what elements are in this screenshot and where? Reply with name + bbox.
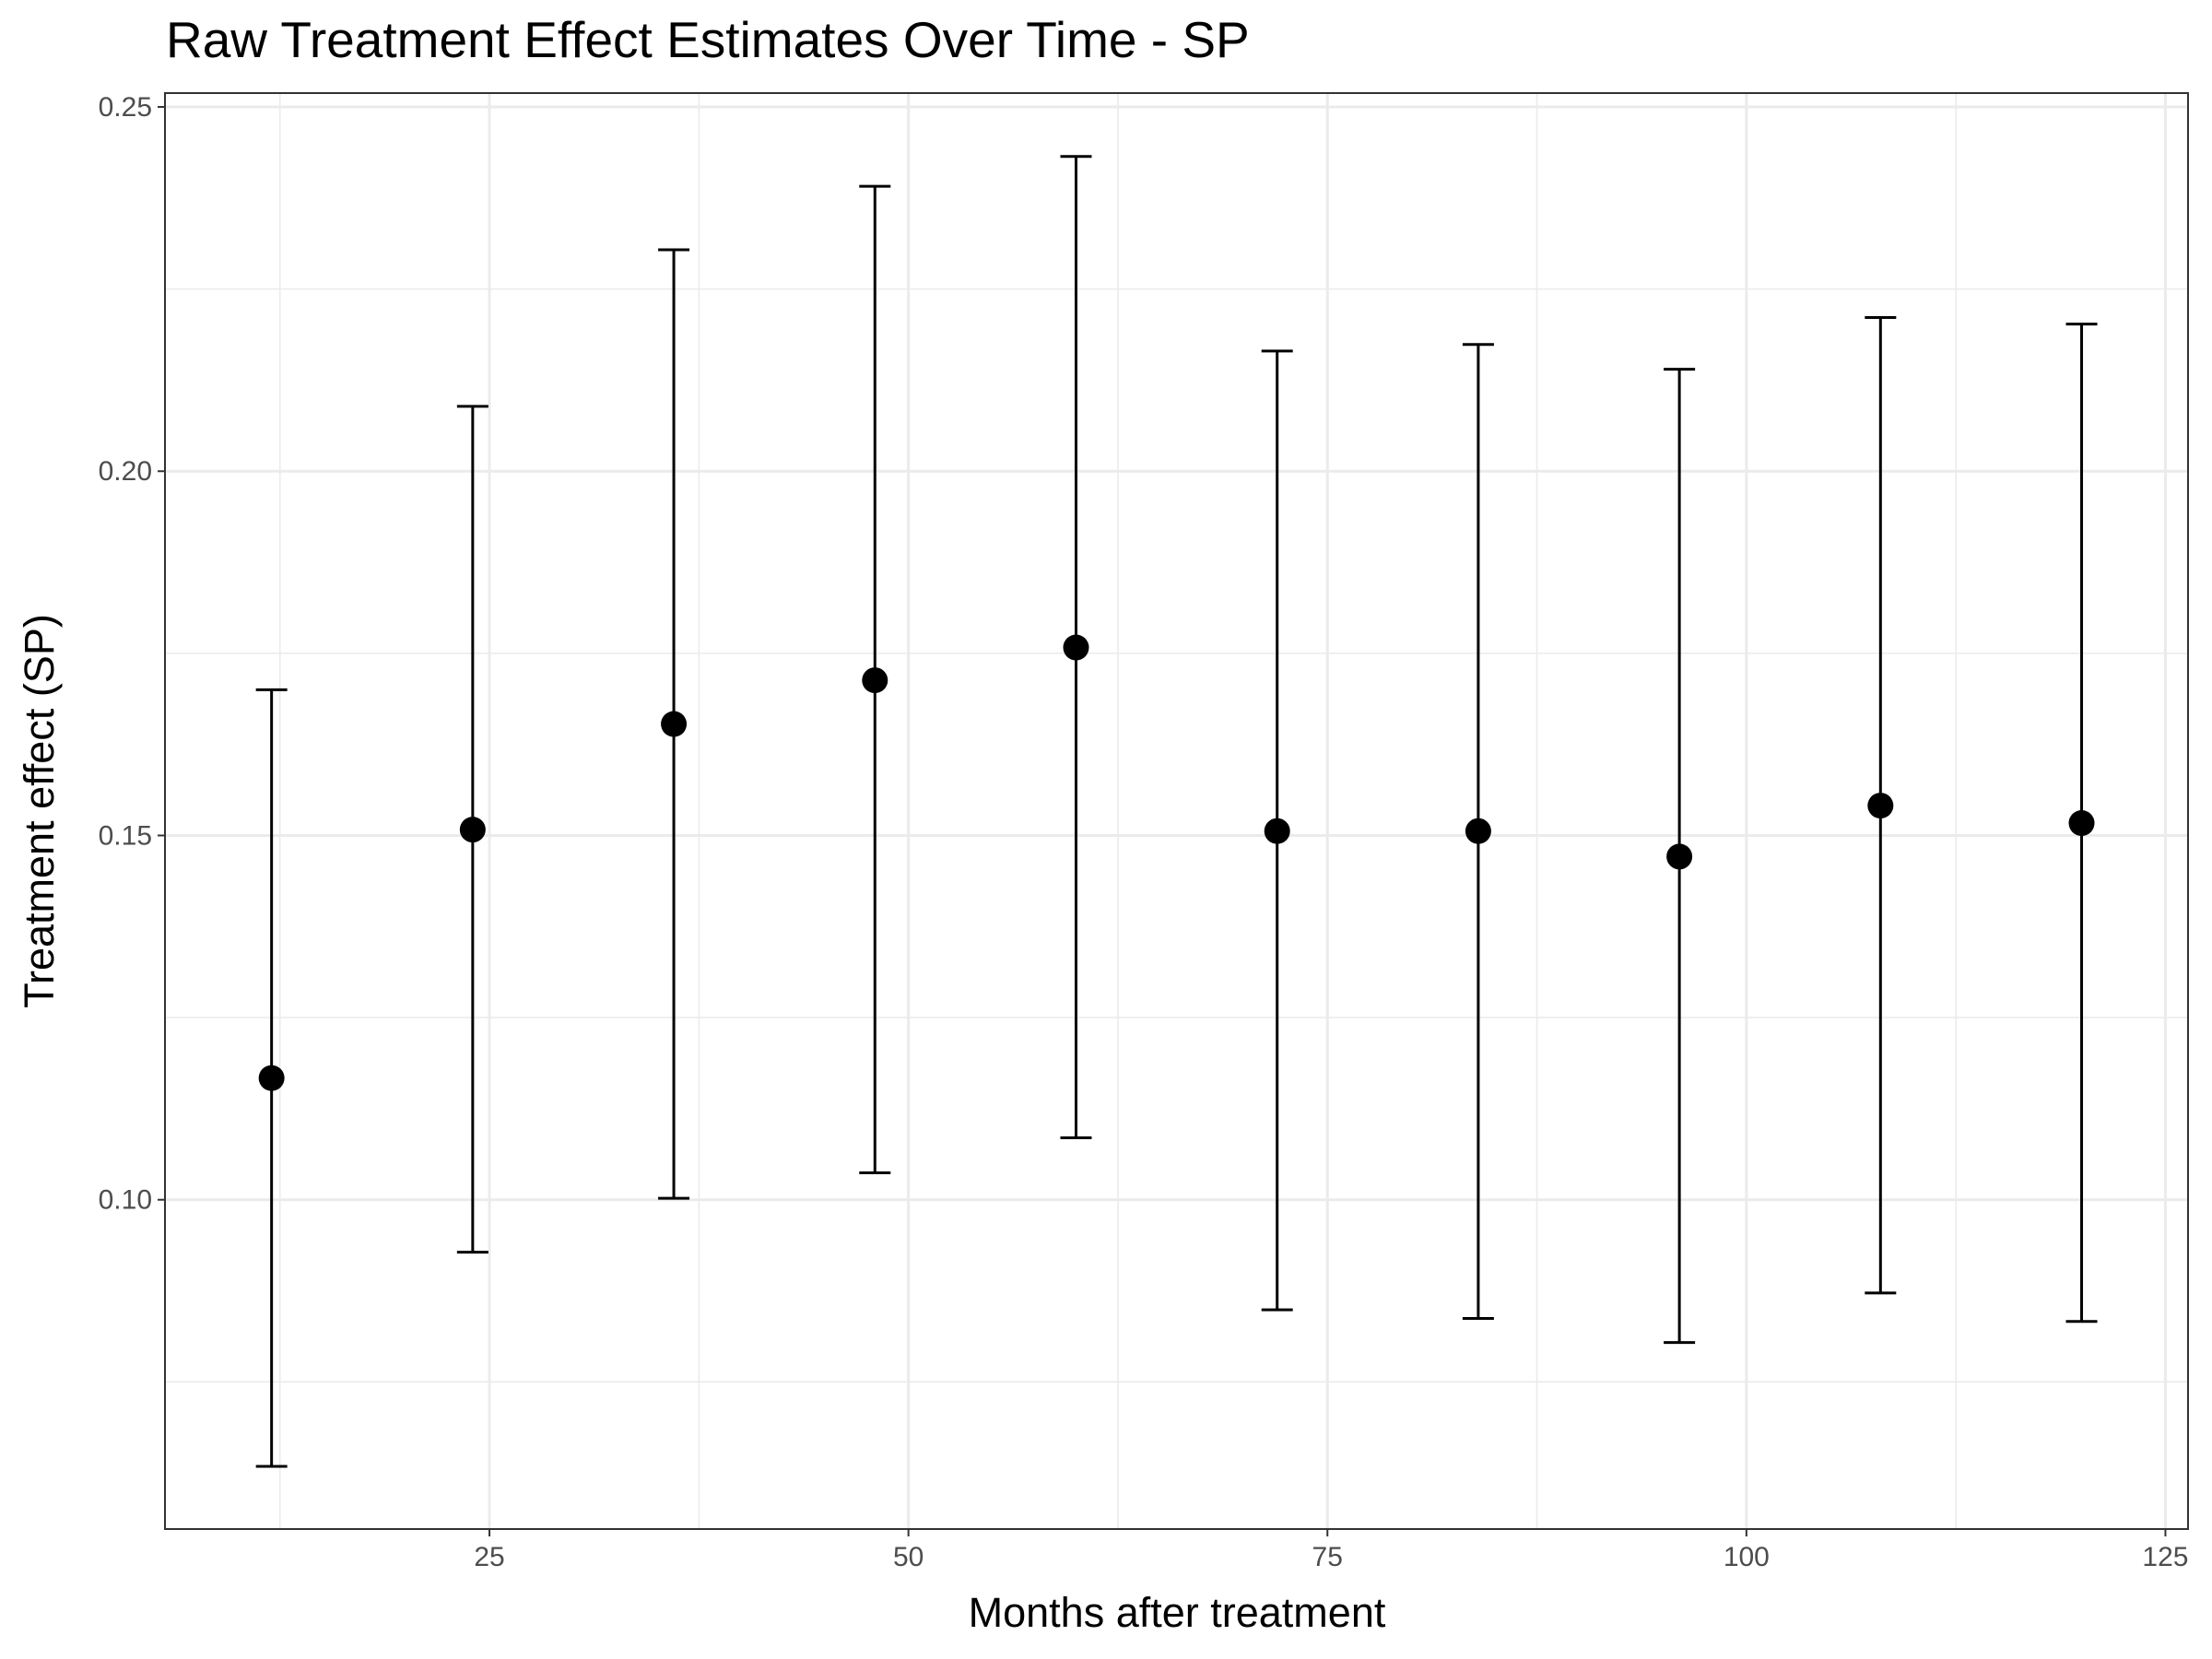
x-axis-title: Months after treatment [969,1589,1386,1636]
point [258,1065,285,1091]
point [1867,793,1894,819]
point [1264,818,1290,844]
x-tick-label: 75 [1312,1542,1343,1572]
y-tick-label: 0.25 [99,92,152,123]
y-tick-label: 0.20 [99,456,152,487]
y-axis-title: Treatment effect (SP) [16,614,63,1008]
point [661,711,688,737]
x-tick-label: 25 [474,1542,504,1572]
x-tick-label: 125 [2142,1542,2188,1572]
point [862,667,888,694]
x-tick-label: 100 [1724,1542,1770,1572]
point [1465,818,1491,844]
point [459,817,486,843]
point [1666,843,1693,870]
panel-border [164,92,2189,1530]
y-tick-label: 0.10 [99,1185,152,1216]
chart-title: Raw Treatment Effect Estimates Over Time… [166,11,1250,68]
y-tick-label: 0.15 [99,820,152,851]
point [2068,810,2095,837]
point [1063,634,1089,661]
x-tick-label: 50 [893,1542,924,1572]
